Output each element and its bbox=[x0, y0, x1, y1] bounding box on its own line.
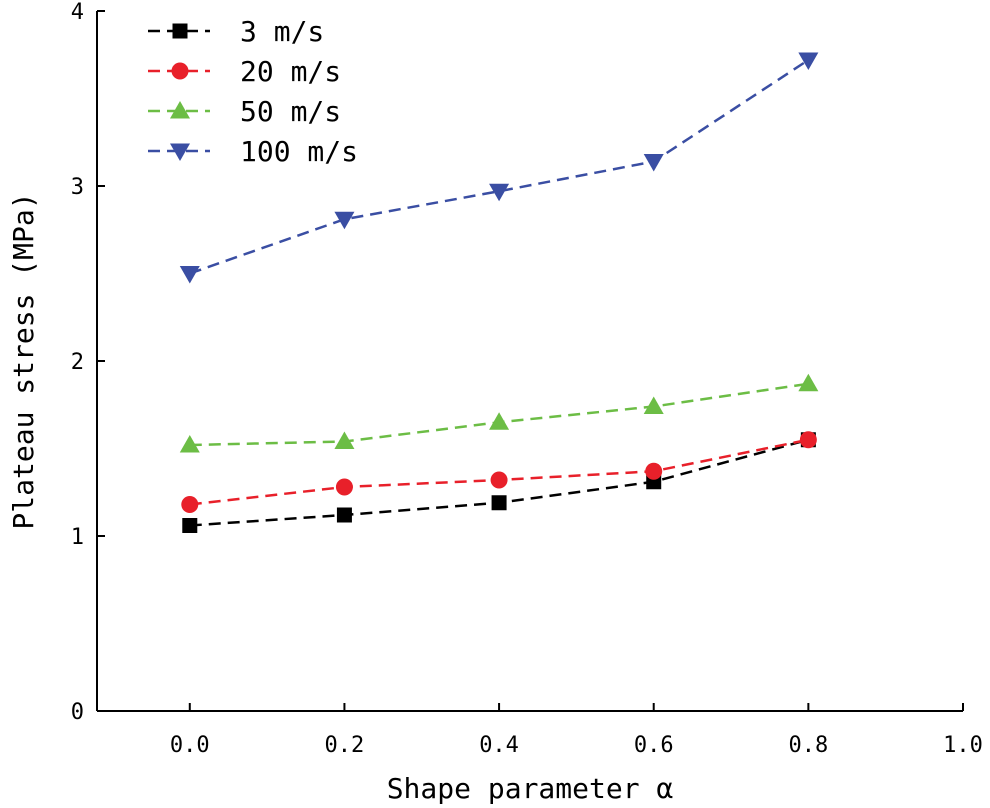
data-point bbox=[490, 471, 508, 489]
data-point bbox=[334, 211, 355, 230]
legend-marker bbox=[172, 23, 188, 39]
legend-item: 100 m/s bbox=[148, 135, 358, 168]
series-line bbox=[189, 58, 810, 275]
x-tick-label: 1.0 bbox=[943, 733, 983, 758]
axes: 0.0 0.2 0.4 0.6 0.8 1.0 0 1 2 3 4 bbox=[71, 0, 983, 758]
data-point bbox=[179, 435, 200, 453]
legend-item: 20 m/s bbox=[148, 55, 341, 88]
data-point bbox=[336, 507, 352, 523]
legend-marker bbox=[170, 143, 190, 161]
data-point bbox=[179, 266, 200, 284]
x-tick-label: 0.0 bbox=[170, 733, 210, 758]
data-point bbox=[798, 52, 819, 70]
y-tick-label: 1 bbox=[71, 525, 84, 550]
legend: 3 m/s 20 m/s 50 m/s 100 m/s bbox=[148, 15, 358, 168]
x-tick-label: 0.6 bbox=[634, 733, 674, 758]
x-axis-title: Shape parameter α bbox=[387, 772, 674, 805]
series-layer bbox=[179, 52, 819, 533]
data-point bbox=[335, 478, 353, 496]
legend-marker bbox=[170, 101, 190, 119]
legend-marker bbox=[171, 62, 189, 80]
series-3 bbox=[179, 52, 819, 284]
legend-label: 50 m/s bbox=[240, 95, 341, 128]
y-tick-label: 3 bbox=[71, 175, 84, 200]
data-point bbox=[181, 496, 199, 513]
legend-item: 50 m/s bbox=[148, 95, 341, 128]
data-point bbox=[643, 154, 664, 172]
series-2 bbox=[179, 373, 819, 453]
y-tick-label: 4 bbox=[71, 0, 84, 25]
data-point bbox=[799, 431, 817, 449]
y-tick-label: 0 bbox=[71, 700, 84, 725]
x-tick-label: 0.4 bbox=[479, 733, 519, 758]
data-point bbox=[645, 462, 663, 480]
data-point bbox=[798, 373, 819, 392]
legend-label: 20 m/s bbox=[240, 55, 341, 88]
x-tick-label: 0.8 bbox=[788, 733, 828, 758]
legend-label: 100 m/s bbox=[240, 135, 358, 168]
y-tick-label: 2 bbox=[71, 350, 84, 375]
y-axis-title: Plateau stress (MPa) bbox=[7, 192, 40, 529]
legend-label: 3 m/s bbox=[240, 15, 324, 48]
data-point bbox=[489, 183, 510, 202]
data-point bbox=[643, 396, 664, 414]
data-point bbox=[491, 495, 507, 511]
data-point bbox=[182, 518, 198, 533]
legend-item: 3 m/s bbox=[148, 15, 324, 48]
series-1 bbox=[181, 431, 817, 513]
data-point bbox=[334, 431, 355, 449]
x-tick-label: 0.2 bbox=[325, 733, 365, 758]
data-point bbox=[489, 412, 510, 430]
